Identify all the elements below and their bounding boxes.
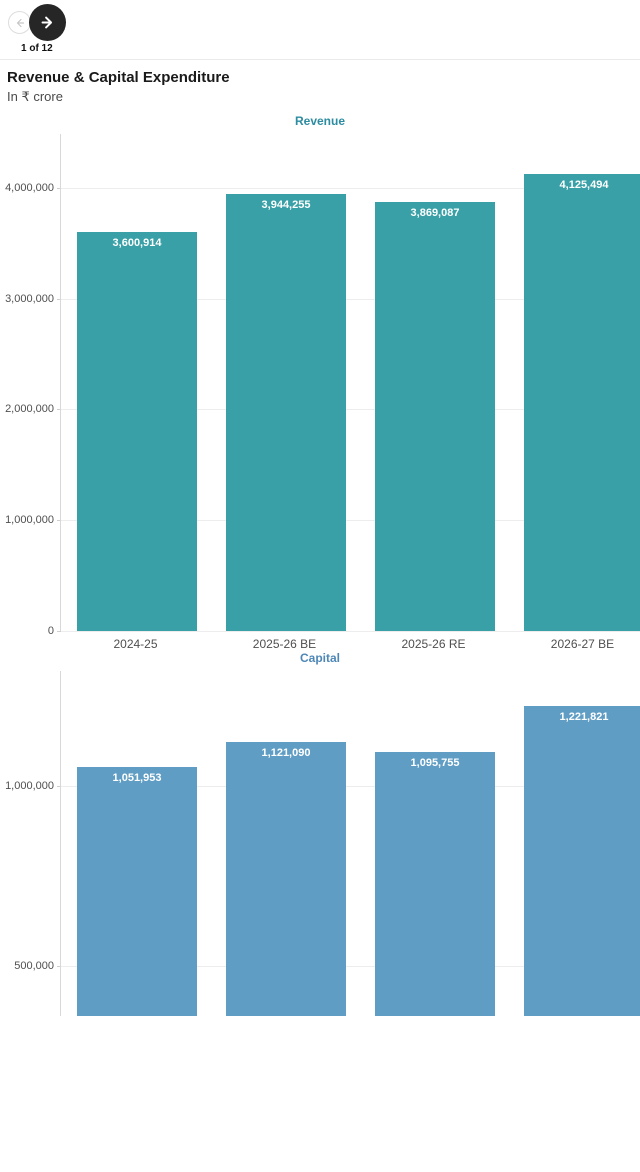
plot-area: 0 1,000,000 2,000,000 3,000,000 4,000,000 3,6… — [0, 134, 640, 651]
chart-title: Revenue — [294, 114, 346, 128]
gridline — [61, 786, 640, 787]
gridline — [61, 520, 640, 521]
page-title: Revenue & Capital Expenditure — [7, 69, 230, 86]
bar-value-label: 1,221,821 — [559, 711, 609, 723]
chart-title: Capital — [299, 651, 340, 665]
bar-value-label: 1,095,755 — [410, 757, 460, 769]
y-axis-label: 1,000,000 — [5, 514, 54, 526]
arrow-right-icon — [39, 14, 56, 31]
tick-mark — [57, 409, 61, 410]
bar[interactable]: 3,944,255 — [226, 194, 346, 631]
bar-value-label: 3,600,914 — [112, 237, 162, 249]
gridline — [61, 409, 640, 410]
arrow-left-icon — [14, 17, 26, 29]
y-axis-line — [60, 671, 61, 1016]
tick-mark — [57, 966, 61, 967]
page-subtitle: In ₹ crore — [7, 89, 63, 104]
chart-header: Revenue & Capital Expenditure In ₹ crore — [0, 60, 640, 104]
next-slide-button[interactable] — [29, 4, 66, 41]
x-axis-label: 2024-25 — [113, 637, 158, 651]
chart-capital: Capital 500,000 1,000,000 1,051,953 1,121,09… — [0, 651, 640, 1016]
tick-mark — [57, 631, 61, 632]
y-axis-label: 500,000 — [14, 960, 54, 972]
bar-value-label: 3,869,087 — [410, 207, 460, 219]
x-axis-label: 2026-27 BE — [550, 637, 615, 651]
bar[interactable]: 1,095,755 — [375, 752, 495, 1016]
tick-mark — [57, 786, 61, 787]
plot-area: 500,000 1,000,000 1,051,953 1,121,090 1,095,… — [0, 671, 640, 1016]
chart-revenue: Revenue 0 1,000,000 2,000,000 3,000,000 4,000… — [0, 114, 640, 651]
y-axis-label: 4,000,000 — [5, 182, 54, 194]
bar[interactable]: 1,051,953 — [77, 767, 197, 1016]
story-nav: 1 of 12 — [0, 0, 640, 60]
bar[interactable]: 1,221,821 — [524, 706, 640, 1016]
y-axis-label: 3,000,000 — [5, 293, 54, 305]
y-axis-label: 2,000,000 — [5, 403, 54, 415]
bar[interactable]: 4,125,494 — [524, 174, 640, 631]
prev-slide-button[interactable] — [8, 11, 31, 34]
bar[interactable]: 3,600,914 — [77, 232, 197, 631]
bar-value-label: 3,944,255 — [261, 199, 311, 211]
y-axis-label: 1,000,000 — [5, 780, 54, 792]
gridline — [61, 188, 640, 189]
bar-value-label: 1,121,090 — [261, 747, 311, 759]
x-axis-label: 2025-26 BE — [252, 637, 317, 651]
bar[interactable]: 1,121,090 — [226, 742, 346, 1016]
y-axis-label: 0 — [47, 625, 54, 637]
charts-container: Revenue 0 1,000,000 2,000,000 3,000,000 4,000… — [0, 114, 640, 1016]
bar-value-label: 4,125,494 — [559, 179, 609, 191]
x-axis-label: 2025-26 RE — [401, 637, 466, 651]
gridline — [61, 631, 640, 632]
gridline — [61, 299, 640, 300]
bar[interactable]: 3,869,087 — [375, 202, 495, 631]
tick-mark — [57, 520, 61, 521]
tick-mark — [57, 188, 61, 189]
y-axis-line — [60, 134, 61, 631]
bar-value-label: 1,051,953 — [112, 772, 162, 784]
gridline — [61, 966, 640, 967]
tick-mark — [57, 299, 61, 300]
page-indicator: 1 of 12 — [21, 43, 53, 54]
